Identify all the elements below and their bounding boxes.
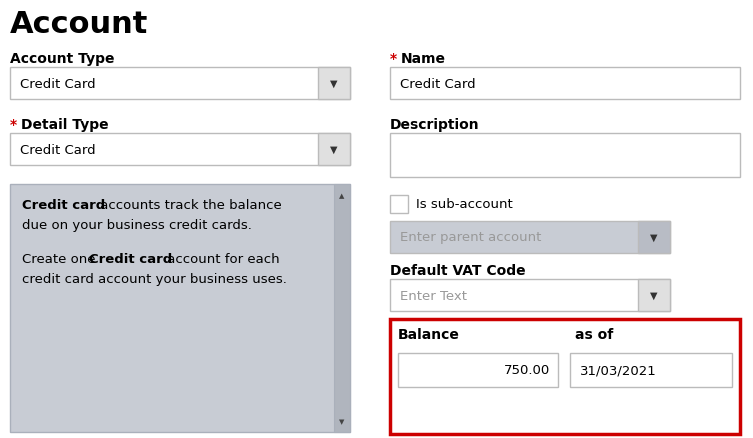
Text: ▲: ▲ bbox=[340, 193, 345, 198]
Bar bbox=[638, 222, 670, 254]
Bar bbox=[318, 68, 350, 100]
Text: ▼: ▼ bbox=[340, 418, 345, 424]
Bar bbox=[10, 134, 350, 166]
Text: Default VAT Code: Default VAT Code bbox=[390, 263, 526, 277]
Text: Enter Text: Enter Text bbox=[400, 289, 467, 302]
Text: Credit Card: Credit Card bbox=[400, 78, 476, 90]
Bar bbox=[390, 279, 670, 311]
Bar bbox=[390, 134, 740, 177]
Text: Name: Name bbox=[401, 52, 446, 66]
Text: ▼: ▼ bbox=[651, 233, 658, 243]
Text: 750.00: 750.00 bbox=[504, 364, 550, 377]
Text: Enter parent account: Enter parent account bbox=[400, 231, 541, 244]
Text: *: * bbox=[390, 52, 397, 66]
Bar bbox=[390, 222, 670, 254]
Text: ▼: ▼ bbox=[331, 145, 338, 155]
Bar bbox=[390, 68, 740, 100]
Text: due on your business credit cards.: due on your business credit cards. bbox=[22, 219, 252, 231]
Text: *: * bbox=[10, 118, 17, 132]
Text: as of: as of bbox=[575, 327, 613, 341]
Text: Balance: Balance bbox=[398, 327, 460, 341]
Text: Credit card: Credit card bbox=[89, 252, 172, 265]
Text: account for each: account for each bbox=[163, 252, 279, 265]
Bar bbox=[318, 134, 350, 166]
Bar bbox=[334, 184, 350, 432]
Text: Credit Card: Credit Card bbox=[20, 78, 96, 90]
Bar bbox=[390, 195, 408, 213]
Text: Credit card: Credit card bbox=[22, 198, 105, 212]
Bar bbox=[10, 184, 350, 432]
Text: accounts track the balance: accounts track the balance bbox=[96, 198, 282, 212]
Text: Detail Type: Detail Type bbox=[21, 118, 108, 132]
Text: 31/03/2021: 31/03/2021 bbox=[580, 364, 657, 377]
Text: Credit Card: Credit Card bbox=[20, 143, 96, 156]
Text: ▼: ▼ bbox=[651, 290, 658, 300]
Bar bbox=[390, 319, 740, 434]
Text: credit card account your business uses.: credit card account your business uses. bbox=[22, 272, 287, 285]
Bar bbox=[570, 353, 732, 387]
Bar bbox=[398, 353, 558, 387]
Text: Account Type: Account Type bbox=[10, 52, 114, 66]
Text: Create one: Create one bbox=[22, 252, 99, 265]
Text: Description: Description bbox=[390, 118, 480, 132]
Bar bbox=[638, 279, 670, 311]
Text: Is sub-account: Is sub-account bbox=[416, 198, 513, 211]
Bar bbox=[10, 68, 350, 100]
Text: ▼: ▼ bbox=[331, 79, 338, 89]
Text: Account: Account bbox=[10, 10, 148, 39]
